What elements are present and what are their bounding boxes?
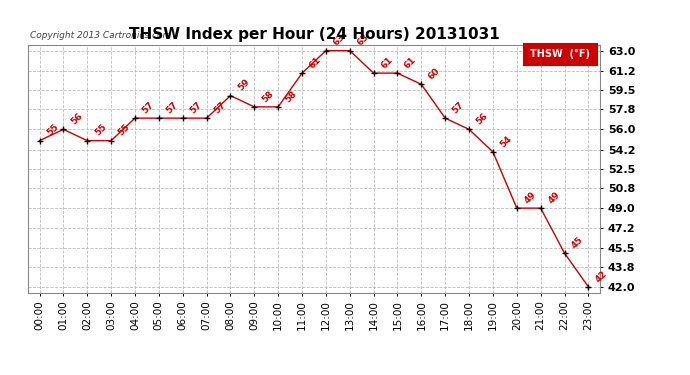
Text: 49: 49	[522, 190, 538, 206]
Text: 54: 54	[498, 134, 514, 149]
Text: 56: 56	[475, 111, 490, 127]
Text: 57: 57	[188, 100, 204, 116]
Text: 42: 42	[594, 269, 609, 284]
Text: 59: 59	[236, 78, 251, 93]
Text: 57: 57	[212, 100, 228, 116]
Text: 49: 49	[546, 190, 562, 206]
Text: 56: 56	[69, 111, 84, 127]
Text: 55: 55	[45, 123, 60, 138]
Text: 61: 61	[380, 55, 395, 70]
Text: 58: 58	[260, 89, 275, 104]
Text: 57: 57	[141, 100, 156, 116]
Text: 58: 58	[284, 89, 299, 104]
Title: THSW Index per Hour (24 Hours) 20131031: THSW Index per Hour (24 Hours) 20131031	[128, 27, 500, 42]
Text: 55: 55	[93, 123, 108, 138]
Text: 63: 63	[355, 33, 371, 48]
Text: 61: 61	[308, 55, 323, 70]
Text: Copyright 2013 Cartronics.com: Copyright 2013 Cartronics.com	[30, 31, 172, 40]
Text: 45: 45	[570, 235, 585, 250]
Text: 63: 63	[331, 33, 346, 48]
Text: 57: 57	[451, 100, 466, 116]
Text: 60: 60	[427, 66, 442, 82]
Text: 61: 61	[403, 55, 418, 70]
Text: 55: 55	[117, 123, 132, 138]
Text: 57: 57	[164, 100, 179, 116]
